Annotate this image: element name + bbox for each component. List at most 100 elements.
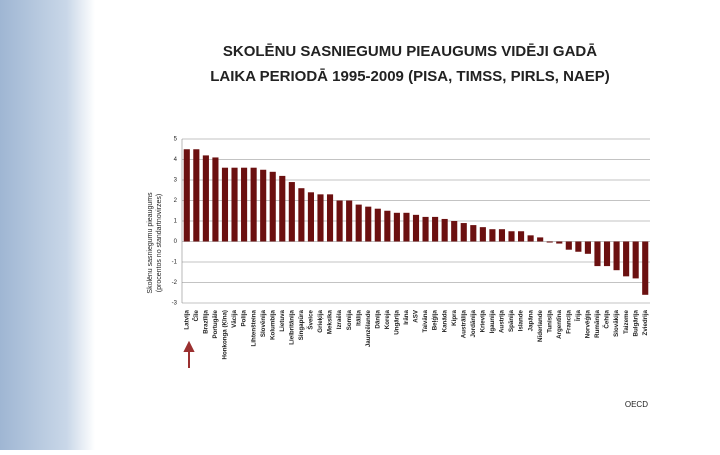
x-tick-label: Ungārija xyxy=(394,309,401,334)
bar xyxy=(231,167,238,242)
bar xyxy=(451,221,458,242)
side-decoration xyxy=(0,0,95,450)
y-tick-label: 0 xyxy=(174,239,178,245)
y-tick-label: 2 xyxy=(174,198,178,204)
x-tick-label: Kanāda xyxy=(441,309,448,332)
x-tick-label: Polija xyxy=(241,309,248,326)
x-tick-label: Norvēģija xyxy=(585,309,592,338)
bar xyxy=(288,182,295,242)
title-line: LAIKA PERIODĀ 1995-2009 (PISA, TIMSS, PI… xyxy=(210,68,610,85)
x-tick-label: Itālija xyxy=(355,309,362,325)
bar xyxy=(575,241,582,252)
bar xyxy=(518,231,525,242)
bar xyxy=(441,218,448,242)
x-tick-label: Meksika xyxy=(327,309,334,334)
bar xyxy=(460,223,467,242)
x-tick-label: Somija xyxy=(346,309,353,330)
x-tick-label: Kolumbija xyxy=(269,309,276,339)
bar xyxy=(508,231,515,242)
x-tick-label: Taizeme xyxy=(623,309,630,334)
y-axis-label: (procentos no standartnovirzes) xyxy=(156,194,163,292)
x-tick-label: Krievija xyxy=(479,309,486,332)
bar xyxy=(594,241,601,267)
x-tick-label: Japāna xyxy=(527,309,534,331)
y-axis-label: Skolēnu sasniegumu pieaugums xyxy=(147,192,154,294)
bar xyxy=(642,241,649,295)
x-tick-label: Portugāle xyxy=(212,309,219,338)
bar xyxy=(479,227,486,242)
bar xyxy=(317,194,324,242)
x-tick-label: Igaunija xyxy=(489,309,496,333)
bar xyxy=(374,208,381,242)
x-tick-label: Francija xyxy=(565,309,572,333)
bar xyxy=(422,216,429,242)
bar xyxy=(632,241,639,279)
bar xyxy=(613,241,620,271)
x-tick-label: Lietuva xyxy=(279,309,286,331)
bar xyxy=(336,200,343,242)
x-tick-label: Tunisija xyxy=(546,309,553,332)
bar xyxy=(470,225,477,242)
bar xyxy=(565,241,572,250)
bar xyxy=(603,241,611,267)
bar xyxy=(221,167,229,242)
bar xyxy=(365,206,372,242)
x-tick-label: Latvija xyxy=(183,309,190,329)
bar xyxy=(212,157,219,242)
x-tick-label: Irāna xyxy=(403,309,410,324)
x-tick-label: Īrija xyxy=(575,309,582,322)
x-tick-label: Slovākija xyxy=(613,309,620,336)
bar xyxy=(346,200,353,242)
bar xyxy=(384,210,391,242)
bar xyxy=(403,212,410,242)
x-tick-label: Izraēla xyxy=(336,309,343,329)
bar xyxy=(307,192,314,242)
x-tick-label: Jaunzēlande xyxy=(365,309,372,347)
x-tick-label: Čehija xyxy=(604,309,611,328)
bar xyxy=(546,241,553,243)
bar xyxy=(355,204,362,242)
y-tick-label: 5 xyxy=(174,137,178,143)
x-tick-label: Koreja xyxy=(384,309,391,329)
x-tick-label: ASV xyxy=(413,309,420,323)
bar xyxy=(298,188,305,242)
bar xyxy=(279,175,286,242)
x-tick-label: Beļģija xyxy=(432,309,439,330)
x-tick-label: Vācija xyxy=(231,309,238,327)
x-tick-label: Kipra xyxy=(451,309,458,325)
x-tick-label: Spānija xyxy=(508,309,515,332)
bar xyxy=(527,235,534,242)
x-tick-label: Dānija xyxy=(374,309,381,328)
bar xyxy=(584,241,591,254)
x-tick-label: Argentīna xyxy=(556,309,563,338)
x-tick-label: Čīle xyxy=(193,309,200,321)
bar xyxy=(623,241,630,277)
bar xyxy=(260,169,267,242)
bar xyxy=(326,194,334,242)
bar xyxy=(498,229,506,242)
bar xyxy=(241,167,248,242)
bar xyxy=(269,171,276,242)
y-tick-label: -2 xyxy=(172,280,178,286)
x-tick-label: Lielbritānija xyxy=(288,309,295,344)
x-tick-label: Lihtenšteina xyxy=(250,309,257,346)
title-line: SKOLĒNU SASNIEGUMU PIEAUGUMS VIDĒJI GADĀ xyxy=(223,43,597,60)
x-tick-label: Nīderlande xyxy=(537,309,544,342)
highlight-arrow xyxy=(183,340,195,368)
x-tick-label: Zviedrija xyxy=(642,309,649,335)
x-tick-label: Rumānija xyxy=(594,309,601,337)
bar xyxy=(537,237,544,242)
bar xyxy=(183,149,190,242)
bar xyxy=(193,149,200,242)
bar xyxy=(393,212,400,242)
y-tick-label: 4 xyxy=(174,157,178,163)
x-tick-label: Bulgārija xyxy=(632,309,639,336)
bar xyxy=(250,167,257,242)
x-tick-label: Brazīlija xyxy=(203,309,210,333)
bar xyxy=(412,214,420,242)
y-tick-label: 3 xyxy=(174,178,178,184)
y-tick-label: 1 xyxy=(174,219,178,225)
x-tick-label: Austrālija xyxy=(460,309,467,338)
